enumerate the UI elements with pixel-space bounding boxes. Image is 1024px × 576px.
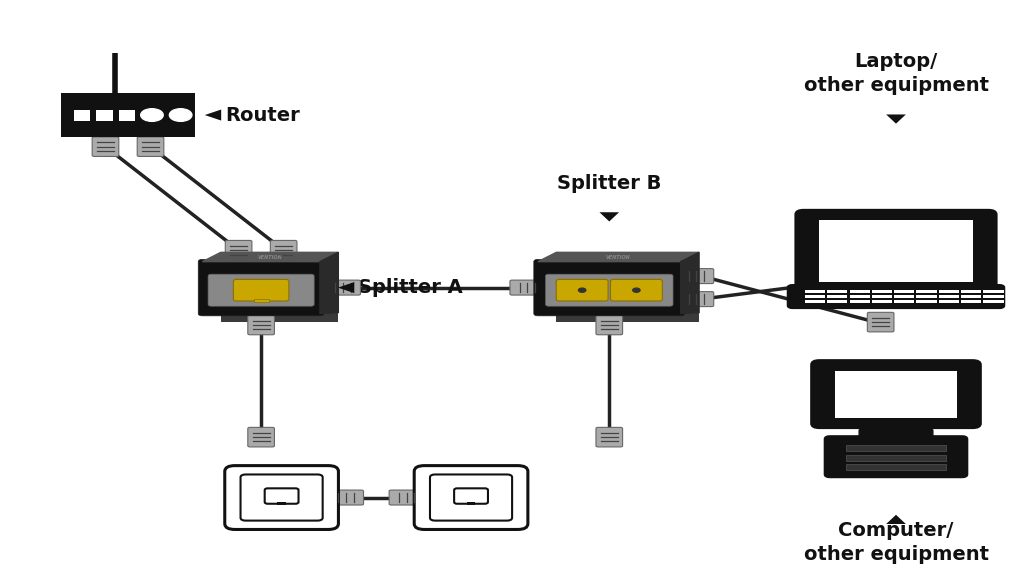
FancyBboxPatch shape [556,270,699,322]
Text: Splitter B: Splitter B [557,174,662,193]
FancyBboxPatch shape [983,290,1004,293]
FancyBboxPatch shape [596,315,623,335]
FancyBboxPatch shape [556,279,608,301]
Text: Laptop/
other equipment: Laptop/ other equipment [804,52,988,95]
FancyBboxPatch shape [61,93,195,137]
FancyBboxPatch shape [199,259,324,316]
FancyBboxPatch shape [916,300,937,303]
Polygon shape [886,515,906,524]
FancyBboxPatch shape [278,502,286,505]
FancyBboxPatch shape [510,280,545,295]
FancyBboxPatch shape [534,259,685,316]
FancyBboxPatch shape [962,290,981,293]
FancyBboxPatch shape [137,137,164,157]
FancyBboxPatch shape [827,295,848,298]
FancyBboxPatch shape [248,427,274,447]
FancyBboxPatch shape [254,300,268,302]
Polygon shape [338,282,354,293]
FancyBboxPatch shape [850,290,869,293]
FancyBboxPatch shape [827,300,848,303]
FancyBboxPatch shape [894,290,914,293]
FancyBboxPatch shape [454,488,488,504]
Text: Router: Router [225,105,300,124]
FancyBboxPatch shape [805,295,825,298]
FancyBboxPatch shape [859,429,933,437]
FancyBboxPatch shape [221,270,338,322]
FancyBboxPatch shape [208,274,314,306]
FancyBboxPatch shape [939,300,959,303]
FancyBboxPatch shape [846,445,946,451]
FancyBboxPatch shape [96,109,113,120]
Text: VENTION: VENTION [258,255,283,260]
FancyBboxPatch shape [787,285,1005,308]
FancyBboxPatch shape [329,490,364,505]
FancyBboxPatch shape [867,266,894,286]
Circle shape [140,109,163,122]
Polygon shape [203,252,338,262]
Polygon shape [205,109,221,120]
FancyBboxPatch shape [983,295,1004,298]
FancyBboxPatch shape [225,465,338,529]
FancyBboxPatch shape [871,290,892,293]
FancyBboxPatch shape [546,274,673,306]
FancyBboxPatch shape [871,295,892,298]
Circle shape [169,109,191,122]
Polygon shape [599,212,620,221]
FancyBboxPatch shape [796,210,996,292]
Polygon shape [538,252,699,262]
FancyBboxPatch shape [805,300,825,303]
FancyBboxPatch shape [430,475,512,521]
FancyBboxPatch shape [248,315,274,335]
FancyBboxPatch shape [846,455,946,461]
FancyBboxPatch shape [225,240,252,260]
FancyBboxPatch shape [824,436,968,477]
Circle shape [633,288,640,292]
Polygon shape [319,252,338,313]
Text: VENTION: VENTION [606,255,631,260]
FancyBboxPatch shape [894,300,914,303]
FancyBboxPatch shape [805,290,825,293]
FancyBboxPatch shape [467,502,475,505]
FancyBboxPatch shape [326,280,360,295]
FancyBboxPatch shape [846,464,946,470]
FancyBboxPatch shape [92,137,119,157]
FancyBboxPatch shape [962,300,981,303]
FancyBboxPatch shape [983,300,1004,303]
FancyBboxPatch shape [74,109,90,120]
FancyBboxPatch shape [850,300,869,303]
FancyBboxPatch shape [119,109,135,120]
FancyBboxPatch shape [414,465,528,529]
FancyBboxPatch shape [596,427,623,447]
FancyBboxPatch shape [679,291,714,306]
FancyBboxPatch shape [835,370,957,418]
FancyBboxPatch shape [916,295,937,298]
FancyBboxPatch shape [241,475,323,521]
FancyBboxPatch shape [850,295,869,298]
FancyBboxPatch shape [894,295,914,298]
Polygon shape [886,115,906,124]
FancyBboxPatch shape [819,220,973,282]
Polygon shape [681,252,699,313]
FancyBboxPatch shape [389,490,424,505]
FancyBboxPatch shape [270,240,297,260]
FancyBboxPatch shape [679,268,714,283]
FancyBboxPatch shape [610,279,663,301]
Circle shape [579,288,586,292]
Text: Computer/
other equipment: Computer/ other equipment [804,521,988,564]
Text: Splitter A: Splitter A [358,278,463,297]
FancyBboxPatch shape [827,290,848,293]
FancyBboxPatch shape [867,312,894,332]
FancyBboxPatch shape [811,360,981,428]
FancyBboxPatch shape [233,279,289,301]
FancyBboxPatch shape [264,488,299,504]
FancyBboxPatch shape [939,295,959,298]
FancyBboxPatch shape [939,290,959,293]
FancyBboxPatch shape [871,300,892,303]
FancyBboxPatch shape [916,290,937,293]
FancyBboxPatch shape [962,295,981,298]
